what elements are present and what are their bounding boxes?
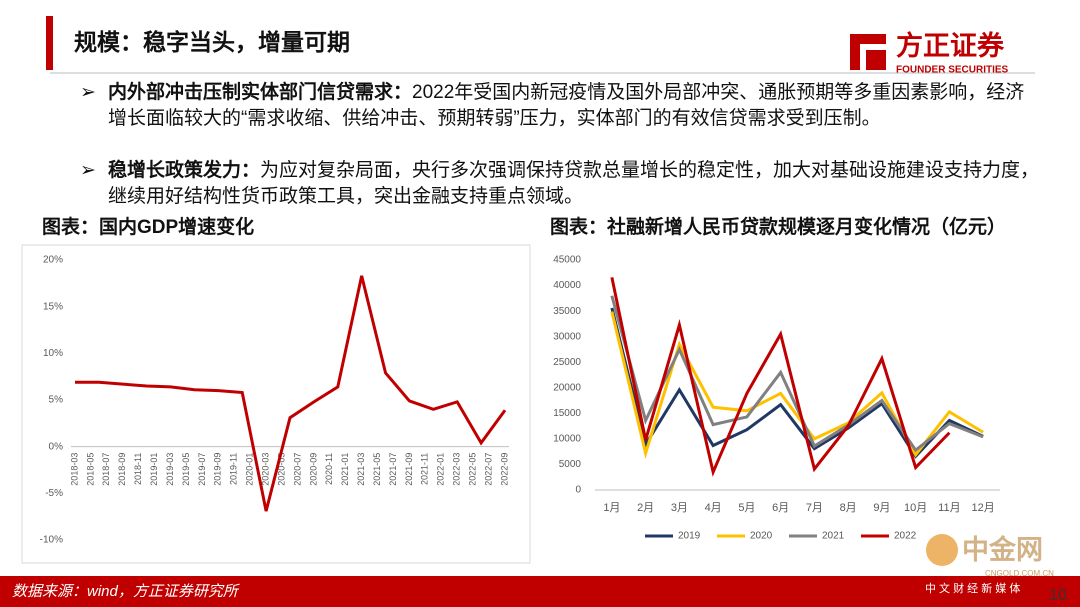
y-tick-label: 20%: [43, 255, 63, 266]
legend-label: 2020: [750, 531, 773, 542]
x-tick-label: 2020-01: [245, 453, 255, 486]
x-tick-label: 2018-07: [101, 453, 111, 486]
x-tick-label: 2月: [637, 502, 654, 514]
y-tick-label: 15000: [553, 408, 581, 419]
plot-frame: [21, 244, 531, 564]
y-tick-label: 0: [575, 485, 581, 496]
x-tick-label: 2018-09: [117, 453, 127, 486]
x-tick-label: 2022-09: [499, 453, 509, 486]
x-tick-label: 2020-07: [292, 453, 302, 486]
x-tick-label: 2021-01: [340, 453, 350, 486]
bullet-bold: 稳增长政策发力：: [108, 160, 261, 181]
line: [610, 277, 951, 477]
x-tick-label: 2021-07: [388, 453, 398, 486]
x-tick-label: 2022-05: [468, 453, 478, 486]
x-tick-label: 2019-05: [181, 453, 191, 486]
logo-mark: [850, 34, 886, 70]
chart-title: 图表：国内GDP增速变化: [42, 215, 254, 238]
x-tick-label: 2019-07: [197, 453, 207, 486]
bullet-bold: 内外部冲击压制实体部门信贷需求：: [108, 82, 413, 103]
y-tick-label: 10%: [43, 348, 63, 359]
x-tick-label: 7月: [806, 502, 823, 514]
watermark-icon: [926, 534, 958, 566]
header-bar: [46, 16, 53, 70]
x-tick-label: 9月: [873, 502, 890, 514]
x-tick-label: 2021-09: [404, 453, 414, 486]
footer-band: [0, 576, 1080, 607]
x-tick-label: 2018-05: [85, 453, 95, 486]
x-tick-label: 4月: [705, 502, 722, 514]
bullet: ➢ 稳增长政策发力：为应对复杂局面，央行多次强调保持贷款总量增长的稳定性，加大对基…: [80, 160, 1040, 207]
x-tick-label: 6月: [772, 502, 789, 514]
x-tick-label: 2021-11: [420, 453, 430, 485]
header-title: 规模：稳字当头，增量可期: [74, 29, 350, 55]
logo-text: 方正证券: [896, 30, 1005, 61]
line: [610, 307, 984, 459]
x-tick-label: 11月: [938, 502, 960, 514]
page-number: 10: [1049, 587, 1067, 604]
y-tick-label: -5%: [45, 488, 63, 499]
bullet: ➢ 内外部冲击压制实体部门信贷需求：2022年受国内新冠疫情及国外局部冲突、通胀预…: [80, 82, 1025, 129]
x-tick-label: 2020-05: [276, 453, 286, 486]
y-tick-label: 10000: [553, 434, 581, 445]
legend-label: 2019: [678, 531, 701, 542]
x-tick-label: 10月: [904, 502, 927, 514]
x-tick-label: 2020-09: [308, 453, 318, 486]
y-tick-label: 0%: [49, 441, 64, 452]
y-tick-label: 15%: [43, 301, 63, 312]
x-tick-label: 5月: [738, 502, 755, 514]
y-tick-label: 45000: [553, 255, 581, 266]
x-tick-label: 2020-03: [260, 453, 270, 486]
x-tick-label: 1月: [603, 502, 620, 514]
legend-label: 2022: [894, 531, 917, 542]
line: [610, 311, 984, 459]
line: [610, 295, 984, 453]
y-tick-label: 20000: [553, 382, 581, 393]
x-tick-label: 2018-11: [133, 453, 143, 485]
bullet-text: 为应对复杂局面，央行多次强调保持贷款总量增长的稳定性，加大对基础设施建设支持力度…: [108, 160, 1040, 207]
x-tick-label: 12月: [972, 502, 995, 514]
x-tick-label: 2021-03: [356, 453, 366, 486]
bullet-text: 2022年受国内新冠疫情及国外局部冲突、通胀预期等多重因素影响，经济增长面临较大…: [108, 82, 1025, 129]
y-tick-label: 25000: [553, 357, 581, 368]
y-tick-label: 5000: [559, 459, 582, 470]
x-tick-label: 2021-05: [372, 453, 382, 486]
y-tick-label: 35000: [553, 306, 581, 317]
x-tick-label: 2019-11: [229, 453, 239, 485]
x-tick-label: 8月: [840, 502, 857, 514]
x-tick-label: 2019-03: [165, 453, 175, 486]
watermark-url: CNGOLD.COM.CN: [985, 569, 1054, 578]
x-tick-label: 2022-07: [483, 453, 493, 486]
x-tick-label: 2022-03: [452, 453, 462, 486]
footer-source: 数据来源：wind，方正证券研究所: [12, 583, 240, 600]
y-tick-label: -10%: [40, 535, 63, 546]
watermark-tagline: 中 文 财 经 新 媒 体: [925, 581, 1020, 595]
logo-sub: FOUNDER SECURITIES: [896, 65, 1009, 76]
x-tick-label: 2020-11: [324, 453, 334, 485]
y-tick-label: 30000: [553, 331, 581, 342]
watermark-name: 中金网: [962, 534, 1043, 565]
x-tick-label: 2019-09: [213, 453, 223, 486]
x-tick-label: 2019-01: [149, 453, 159, 486]
legend-label: 2021: [822, 531, 845, 542]
x-tick-label: 3月: [671, 502, 688, 514]
line: [75, 275, 507, 512]
y-tick-label: 40000: [553, 280, 581, 291]
chart-title: 图表：社融新增人民币贷款规模逐月变化情况（亿元）: [550, 215, 1006, 238]
x-tick-label: 2018-03: [69, 453, 79, 486]
y-tick-label: 5%: [49, 395, 64, 406]
x-tick-label: 2022-01: [436, 453, 446, 486]
